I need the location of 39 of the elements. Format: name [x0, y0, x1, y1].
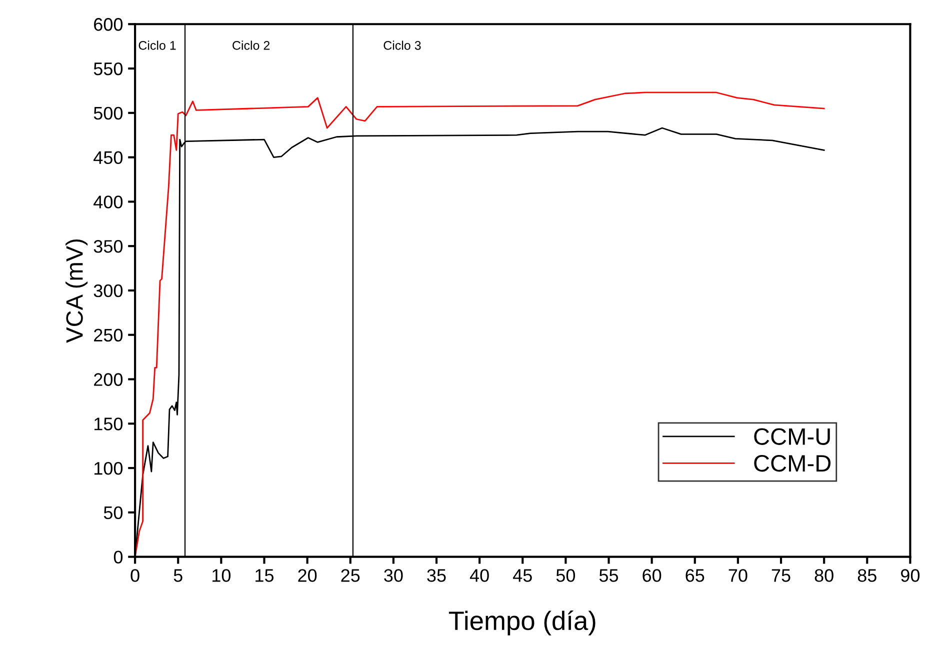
- x-tick-label: 90: [901, 569, 920, 582]
- annotation: Ciclo 3: [384, 40, 421, 50]
- y-tick-label: 50: [104, 506, 123, 520]
- y-tick-label: 400: [94, 196, 123, 208]
- y-tick-label: 450: [94, 151, 123, 164]
- x-tick-label: 60: [642, 569, 662, 582]
- x-tick-label: 55: [599, 569, 618, 582]
- y-tick-label: 350: [94, 240, 123, 253]
- y-tick-label: 550: [94, 62, 123, 76]
- x-tick-label: 30: [384, 569, 403, 582]
- legend-label: CCM-D: [754, 454, 831, 472]
- annotation: Ciclo 2: [232, 40, 270, 50]
- x-tick-label: 5: [174, 569, 182, 582]
- x-tick-label: 45: [513, 569, 532, 582]
- x-tick-label: 15: [256, 569, 274, 582]
- y-tick-label: 500: [94, 106, 123, 120]
- x-tick-label: 25: [341, 569, 360, 582]
- y-tick-label: 0: [114, 550, 123, 564]
- x-tick-label: 20: [298, 569, 317, 582]
- y-tick-label: 200: [94, 373, 123, 386]
- y-axis-title: VCA (mV): [66, 239, 88, 343]
- y-tick-label: 600: [94, 18, 123, 31]
- x-tick-label: 85: [858, 569, 876, 582]
- y-tick-label: 250: [94, 328, 123, 342]
- y-tick-label: 150: [94, 418, 123, 430]
- x-tick-label: 80: [814, 569, 834, 582]
- annotation: Ciclo 1: [138, 40, 176, 50]
- x-tick-label: 35: [427, 569, 446, 582]
- x-tick-label: 0: [130, 569, 140, 582]
- x-tick-label: 10: [212, 569, 231, 582]
- y-tick-label: 100: [94, 462, 123, 475]
- x-tick-label: 40: [470, 569, 489, 582]
- legend-label: CCM-U: [754, 428, 830, 445]
- x-tick-label: 75: [772, 569, 790, 582]
- x-tick-label: 70: [728, 569, 748, 582]
- x-tick-label: 65: [686, 569, 704, 582]
- y-tick-label: 300: [94, 284, 123, 298]
- x-tick-label: 50: [556, 569, 576, 582]
- x-axis-title: Tiempo (día): [448, 610, 596, 636]
